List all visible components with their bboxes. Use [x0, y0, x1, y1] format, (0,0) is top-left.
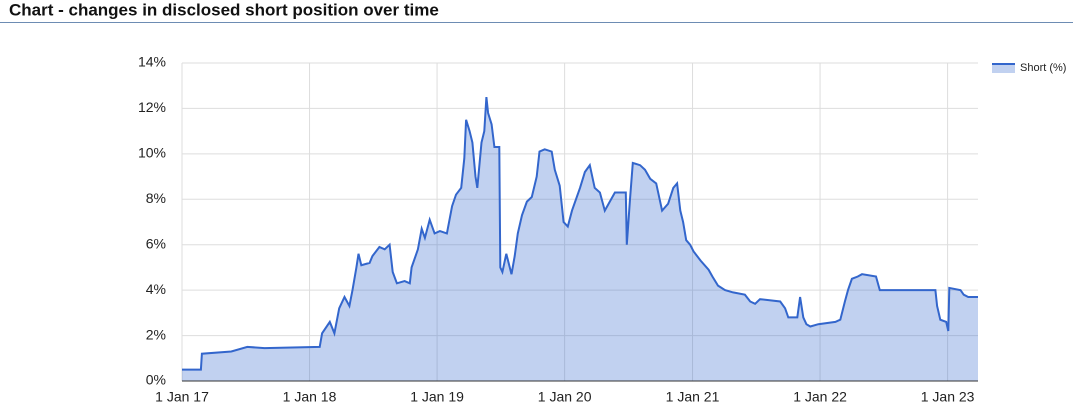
- chart-title: Chart - changes in disclosed short posit…: [9, 0, 439, 19]
- x-tick-label: 1 Jan 17: [155, 389, 209, 405]
- x-tick-label: 1 Jan 23: [921, 389, 975, 405]
- x-tick-label: 1 Jan 21: [666, 389, 720, 405]
- y-tick-label: 4%: [146, 281, 166, 297]
- x-tick-label: 1 Jan 20: [538, 389, 592, 405]
- plot-area: [182, 63, 978, 381]
- y-tick-label: 12%: [138, 99, 166, 115]
- y-tick-label: 10%: [138, 145, 166, 161]
- y-tick-label: 14%: [138, 54, 166, 70]
- y-tick-label: 2%: [146, 326, 166, 342]
- x-tick-label: 1 Jan 18: [283, 389, 337, 405]
- x-tick-label: 1 Jan 19: [410, 389, 464, 405]
- legend-label: Short (%): [1020, 62, 1066, 74]
- y-tick-label: 8%: [146, 190, 166, 206]
- area: [182, 97, 978, 381]
- x-tick-label: 1 Jan 22: [793, 389, 847, 405]
- y-tick-label: 6%: [146, 235, 166, 251]
- legend-swatch: [992, 63, 1015, 73]
- line: [182, 96, 978, 371]
- y-tick-label: 0%: [146, 372, 166, 388]
